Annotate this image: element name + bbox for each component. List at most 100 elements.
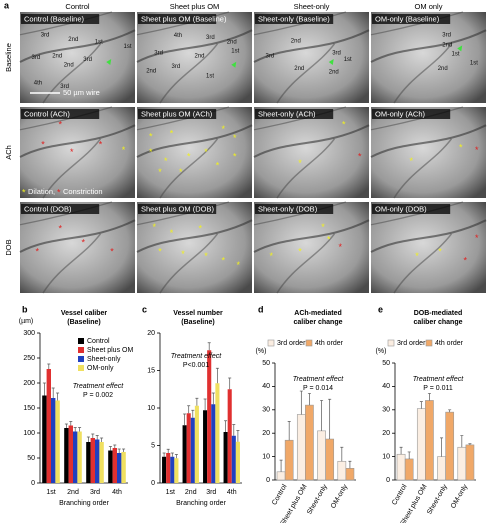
legend-label: Constriction	[63, 187, 103, 196]
error-bar	[91, 433, 95, 438]
error-bar	[215, 367, 219, 384]
error-bar	[195, 397, 199, 406]
image-tile	[137, 202, 252, 293]
image-tile	[20, 12, 135, 103]
error-bar	[113, 444, 117, 448]
bar	[296, 414, 306, 481]
y-tick-label: 5	[151, 442, 155, 449]
y-tick-label: 40	[262, 383, 270, 390]
error-bar	[287, 421, 291, 441]
vessel	[136, 11, 230, 36]
legend-swatch	[387, 339, 395, 347]
error-bar	[207, 342, 211, 351]
star: *	[475, 233, 479, 243]
panel-letter: d	[258, 304, 264, 314]
annotation: P = 0.002	[83, 392, 113, 399]
vessel-label: 2nd	[329, 70, 339, 76]
column-header: OM only	[415, 2, 443, 11]
star: *	[41, 140, 45, 150]
y-tick-label: 300	[23, 330, 35, 337]
vessel-label: 1st	[344, 57, 352, 63]
vessel	[136, 201, 230, 226]
legend-swatch	[78, 365, 84, 371]
star: *	[415, 251, 419, 261]
chart-title: ACh-mediated	[294, 310, 341, 317]
vessel-label: 2nd	[294, 66, 304, 72]
image-tile	[137, 12, 252, 103]
star: *	[327, 235, 331, 245]
error-bar	[166, 448, 170, 453]
tile-label-bg	[372, 109, 451, 119]
error-bar	[236, 430, 240, 442]
tile-label: Sheet-only (Baseline)	[258, 14, 330, 23]
vessel-label: 3rd	[60, 84, 69, 90]
error-bar	[95, 435, 99, 440]
y-tick-label: 15	[147, 367, 155, 374]
vessel-label: 3rd	[206, 35, 215, 41]
error-bar	[203, 398, 207, 411]
chart-title: (Baseline)	[181, 319, 214, 326]
star: *	[110, 246, 114, 256]
vessel-label: 2nd	[195, 53, 205, 59]
tile-label-bg	[138, 204, 217, 214]
y-tick-label: 50	[27, 455, 35, 462]
chart-title: DOB-mediated	[414, 310, 463, 317]
error-bar	[170, 452, 174, 457]
bar	[465, 444, 475, 481]
star: *	[358, 151, 362, 161]
tile-label: Sheet plus OM (ACh)	[141, 109, 213, 118]
vessel	[19, 11, 113, 36]
error-bar	[232, 424, 236, 436]
bar	[108, 450, 113, 483]
tile-label-bg	[255, 14, 334, 24]
y-axis-label: (%)	[256, 348, 267, 355]
tile-label: OM-only (DOB)	[375, 204, 427, 213]
legend-label: OM-only	[87, 365, 114, 372]
vessel-label: 2nd	[52, 53, 62, 59]
star: *	[122, 145, 126, 155]
star: *	[221, 124, 225, 134]
vessel	[253, 11, 347, 36]
error-bar	[211, 392, 215, 405]
x-tick-label: 2nd	[67, 489, 79, 496]
star: *	[70, 147, 74, 157]
annotation: P<0.001	[183, 362, 209, 369]
tile-label-bg	[372, 14, 451, 24]
bar	[345, 467, 355, 481]
tile-label-bg	[21, 109, 100, 119]
star: *	[321, 222, 325, 232]
error-bar	[328, 398, 332, 440]
vessel	[370, 29, 487, 63]
bar	[64, 428, 69, 483]
chart-title: Vessel number	[173, 310, 223, 317]
x-tick-label: 2nd	[185, 489, 197, 496]
bar	[457, 446, 467, 481]
star: *	[438, 246, 442, 256]
tile-label: OM-only (Baseline)	[375, 14, 440, 23]
x-tick-label: Sheet-only	[426, 483, 449, 516]
annotation: Treatment effect	[171, 353, 223, 360]
bar	[42, 395, 47, 483]
y-tick-label: 20	[382, 430, 390, 437]
y-tick-label: 250	[23, 355, 35, 362]
panel-letter: e	[378, 304, 383, 314]
vessel	[19, 106, 113, 131]
tile-label-bg	[138, 109, 217, 119]
bar	[276, 471, 286, 481]
vessel-label: 4th	[174, 33, 182, 39]
legend-label: Sheet plus OM	[87, 347, 133, 354]
bar	[404, 458, 414, 481]
y-tick-label: 150	[23, 405, 35, 412]
vessel	[159, 233, 219, 294]
vessel	[136, 29, 253, 63]
bar	[162, 456, 167, 483]
error-bar	[299, 390, 303, 415]
star: *	[216, 161, 220, 171]
bar	[437, 456, 446, 481]
vessel	[370, 219, 487, 253]
tile-label: Control (ACh)	[24, 109, 70, 118]
vessel	[19, 29, 136, 63]
bar	[207, 350, 212, 483]
legend-label: Dilation,	[28, 187, 55, 196]
